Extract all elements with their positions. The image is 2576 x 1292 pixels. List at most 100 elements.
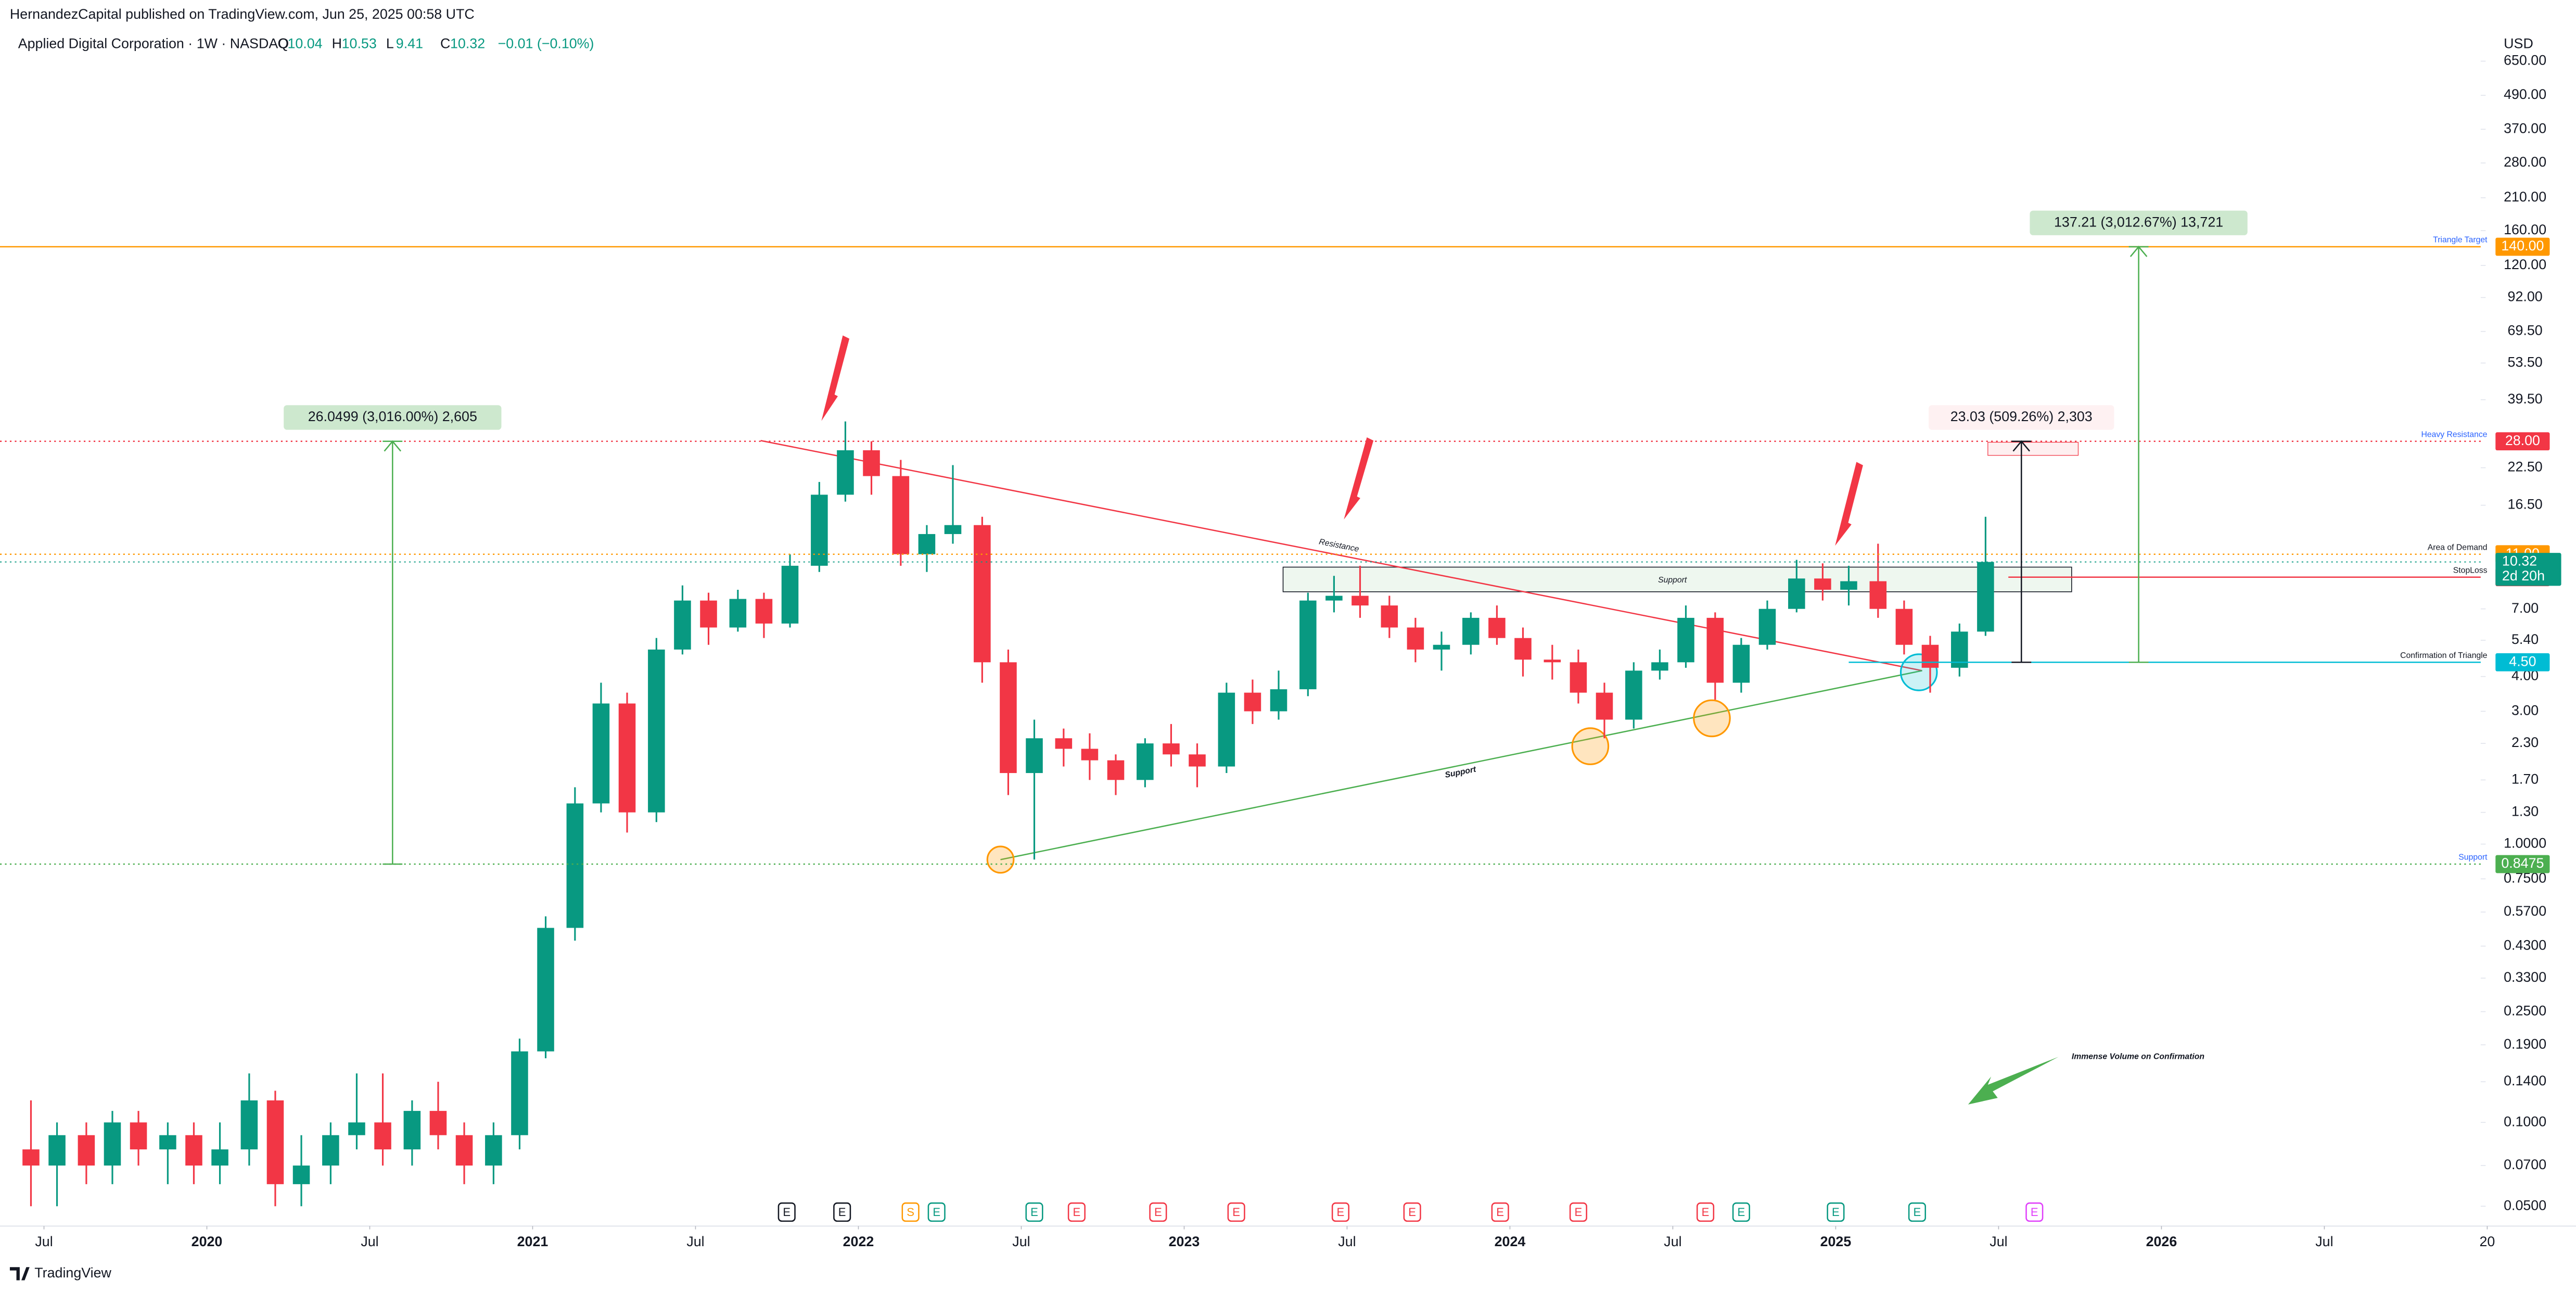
y-tick-label: 0.1000 [2504,1113,2546,1129]
candle-body [1921,644,1939,668]
red-arrow [1344,437,1374,520]
event-marker [1331,1202,1349,1222]
x-tick-label: Jul [35,1234,53,1249]
candle-body [1462,617,1480,645]
event-marker [1908,1202,1926,1222]
event-marker [1491,1202,1509,1222]
x-tick-label: 2022 [843,1234,874,1249]
event-marker [777,1202,796,1222]
x-tick-label: Jul [1338,1234,1356,1249]
y-tick-label: 0.0700 [2504,1157,2546,1172]
brand-name: TradingView [34,1265,111,1281]
y-tick-label: 2.30 [2511,734,2539,750]
y-tick-label: 650.00 [2504,53,2546,68]
low-circle [1571,727,1610,765]
candle-body [211,1149,228,1166]
candle-body [1651,662,1668,671]
candle-body [1869,581,1887,609]
symbol: Applied Digital Corporation · 1W · NASDA… [18,36,289,52]
level-value: 140.00 [2501,238,2544,254]
event-label: E [783,1206,790,1219]
candle-body [944,525,962,534]
brand-logo [9,1267,30,1281]
candle-body [1788,578,1805,609]
plot: 26.0499 (3,016.00%) 2,605 23.03 (509.26%)… [0,210,2481,1222]
candle-body [266,1100,284,1184]
candle-body [837,450,854,495]
candle-body [322,1135,339,1166]
level-name: Area of Demand [2428,543,2488,552]
low-circle [986,845,1015,874]
level-value: 0.8475 [2501,855,2544,871]
measure-text: 23.03 (509.26%) 2,303 [1950,409,2093,424]
ohlc-legend: O10.04 H 10.53 L 9.41 C 10.32 −0.01 (−0.10%) [278,36,594,52]
low-circle [1693,699,1731,738]
x-tick-label: Jul [1012,1234,1030,1249]
candle-body [485,1135,502,1166]
candle-body [1325,596,1343,601]
candle-body [1351,596,1369,606]
price-change: −0.01 (−0.10%) [498,36,594,52]
last-price-countdown: 2d 20h [2502,568,2545,584]
candle-body [1596,692,1613,720]
last-price-value: 10.32 [2502,553,2537,569]
candle-body [755,599,773,624]
y-tick-label: 0.1400 [2504,1073,2546,1088]
y-tick-label: 370.00 [2504,120,2546,136]
y-tick-label: 490.00 [2504,86,2546,102]
measure-arrowhead [2012,440,2031,452]
y-tick-label: 0.0500 [2504,1197,2546,1213]
event-marker [1149,1202,1167,1222]
y-tick-label: 0.1900 [2504,1036,2546,1052]
event-marker [1697,1202,1715,1222]
candle-body [618,703,636,813]
candle-body [1407,627,1424,650]
event-marker [1227,1202,1245,1222]
candle-body [1814,578,1831,590]
candle-body [918,534,936,554]
ohlc-value: 10.04 [287,36,322,52]
candle-body [78,1135,95,1166]
ohlc-key: C [440,36,450,52]
x-tick-label: Jul [361,1234,378,1249]
measure-arrowhead [2129,246,2148,257]
y-tick-label: 0.5700 [2504,903,2546,919]
x-tick-label: 2020 [192,1234,223,1249]
candle-body [403,1111,421,1150]
candle-body [1081,749,1099,761]
green-arrow [1968,1057,2059,1105]
event-label: E [1154,1206,1162,1219]
event-marker [2025,1202,2044,1222]
y-tick-label: 280.00 [2504,154,2546,170]
candle-body [429,1111,447,1135]
candle-body [781,565,799,624]
candle-body [1433,644,1450,650]
x-tick-label: Jul [686,1234,704,1249]
candle-body [1488,617,1506,638]
candle-body [185,1135,202,1166]
level-badge [2495,237,2550,256]
ohlc-key: H [332,36,342,52]
y-tick-label: 39.50 [2508,391,2543,407]
x-tick-label: Jul [1990,1234,2007,1249]
candle-body [811,495,828,566]
y-tick-label: 0.4300 [2504,938,2546,953]
x-tick-label: 20 [2479,1234,2495,1249]
level-name: Triangle Target [2433,236,2488,245]
candle-body [1137,743,1154,780]
event-label: E [838,1206,846,1219]
last-price-badge [2495,553,2561,586]
candle-body [1055,738,1073,749]
candle-body [22,1149,40,1166]
candle-body [455,1135,473,1166]
level-badge [2495,855,2550,873]
event-marker [1025,1202,1043,1222]
event-label: E [2031,1206,2038,1219]
red-arrow [821,335,850,421]
candle-body [1570,662,1587,693]
candle-body [104,1122,121,1166]
candle-body [1706,617,1724,683]
level-name: StopLoss [2453,566,2488,575]
candle-body [240,1100,258,1150]
event-label: E [1496,1206,1504,1219]
